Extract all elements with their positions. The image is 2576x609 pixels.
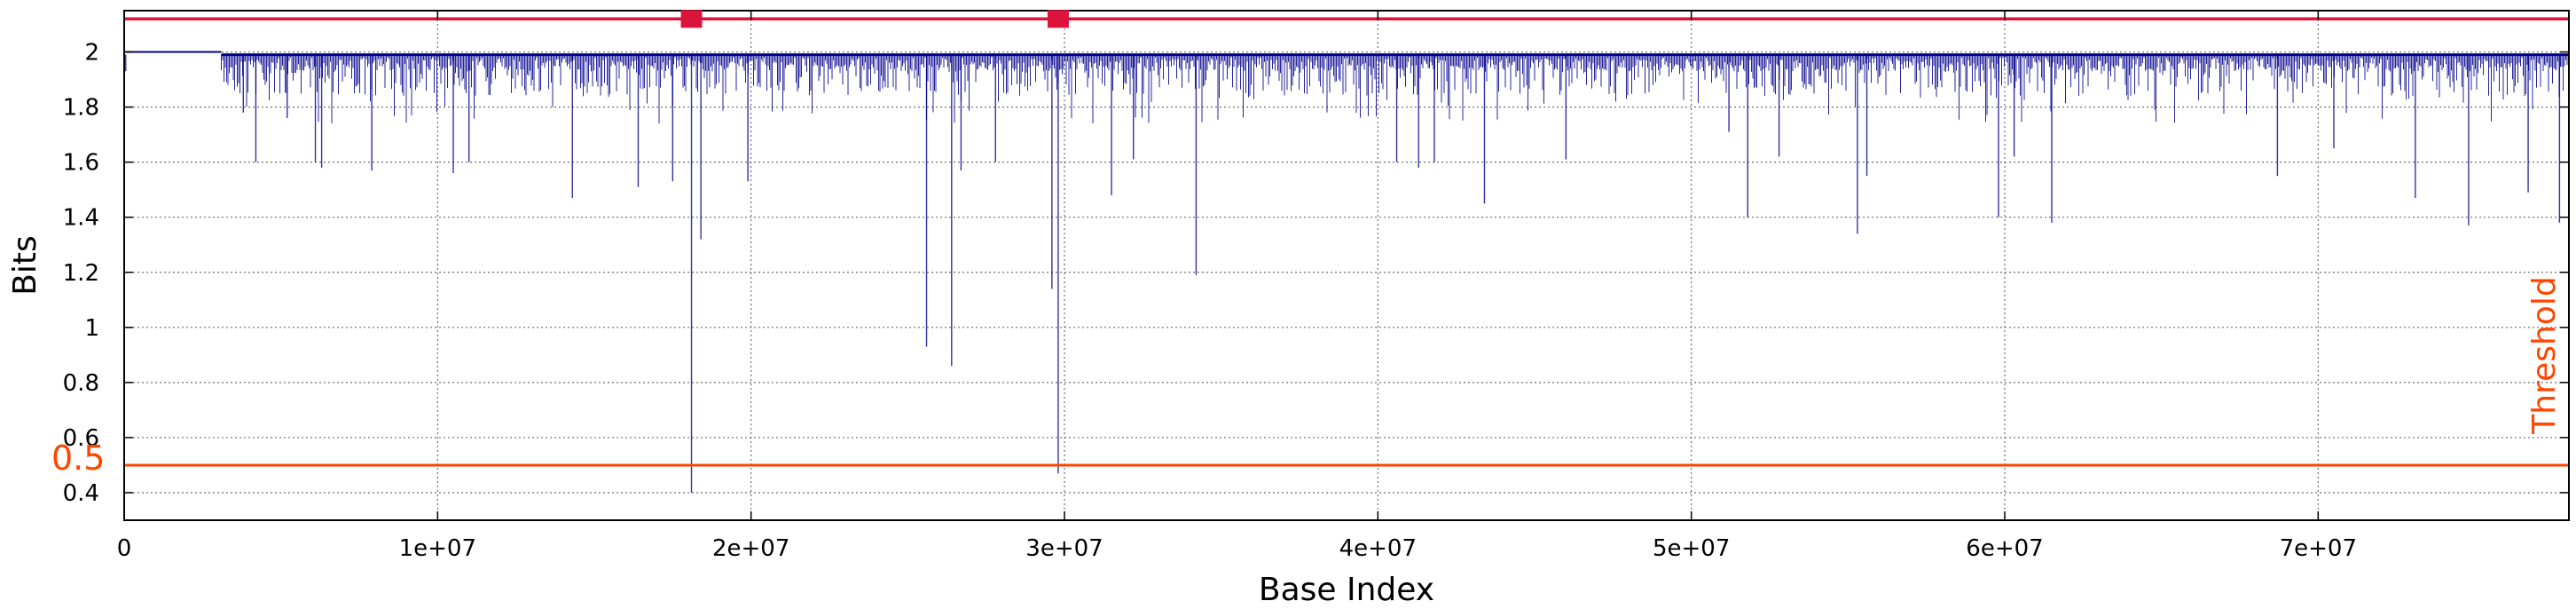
x-tick-label: 7e+07 xyxy=(2280,535,2357,562)
data-band-layer xyxy=(221,53,2569,124)
series-layer xyxy=(124,51,2561,493)
y-tick-label: 1.2 xyxy=(63,260,99,287)
x-axis-title: Base Index xyxy=(1259,572,1434,608)
y-tick-label: 0.6 xyxy=(63,425,99,452)
threshold-layer xyxy=(124,17,2569,467)
marker-square xyxy=(680,10,703,28)
x-tick-label: 5e+07 xyxy=(1653,535,1730,562)
marker-square xyxy=(1047,10,1069,28)
x-tick-label: 6e+07 xyxy=(1966,535,2043,562)
y-tick-label: 2 xyxy=(84,40,99,67)
y-tick-label: 1.4 xyxy=(63,205,99,232)
x-tick-label: 0 xyxy=(117,535,132,562)
x-tick-label: 3e+07 xyxy=(1025,535,1103,562)
y-tick-label: 1 xyxy=(84,315,99,342)
tick-label-layer: 0.4 0.6 0.8 1 1.2 1.4 1.6 1.8 2 0 1e+07 2e+07 3e+07 4… xyxy=(63,11,2569,562)
y-tick-label: 1.6 xyxy=(63,150,99,177)
y-tick-label: 1.8 xyxy=(63,95,99,122)
frame-layer xyxy=(123,10,2570,521)
threshold-value-label: 0.5 xyxy=(51,439,105,478)
y-axis-title: Bits xyxy=(7,235,43,296)
threshold-label: Threshold xyxy=(2526,276,2563,434)
y-tick-label: 0.4 xyxy=(63,480,99,507)
marker-layer xyxy=(680,10,1069,28)
plot-frame xyxy=(123,10,2570,521)
series-noise-band xyxy=(221,54,2569,124)
x-tick-label: 1e+07 xyxy=(399,535,476,562)
y-tick-label: 0.8 xyxy=(63,370,99,397)
x-tick-label: 2e+07 xyxy=(712,535,789,562)
grid-layer xyxy=(124,11,2569,520)
x-tick-label: 4e+07 xyxy=(1339,535,1417,562)
